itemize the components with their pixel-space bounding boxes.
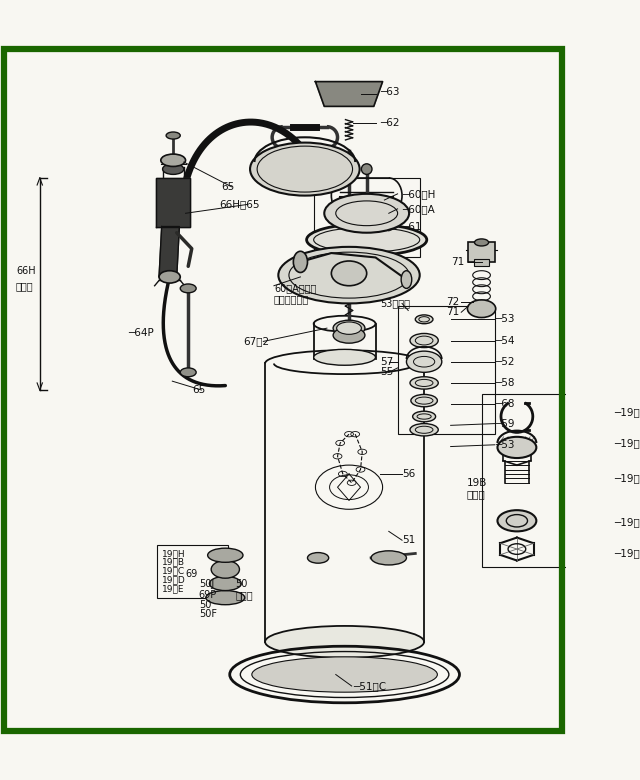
Ellipse shape: [166, 132, 180, 139]
Ellipse shape: [211, 561, 239, 578]
Text: セット: セット: [467, 489, 485, 499]
Text: ─19－C: ─19－C: [614, 407, 640, 417]
Text: 69: 69: [186, 569, 198, 579]
Text: 69P: 69P: [199, 590, 217, 600]
Text: ─19－E: ─19－E: [614, 518, 640, 527]
Text: ─63: ─63: [380, 87, 399, 98]
Text: 71: 71: [446, 307, 460, 317]
Ellipse shape: [180, 368, 196, 377]
Ellipse shape: [413, 411, 436, 422]
Text: 67　2: 67 2: [243, 336, 269, 346]
Text: ─54: ─54: [495, 335, 515, 346]
Bar: [314, 178, 420, 257]
Text: ─19－D: ─19－D: [614, 548, 640, 558]
Text: セット: セット: [16, 281, 33, 291]
Ellipse shape: [497, 437, 536, 458]
Ellipse shape: [293, 251, 307, 272]
Ellipse shape: [371, 551, 406, 565]
Text: ─59: ─59: [495, 419, 515, 428]
Text: ─19－B: ─19－B: [614, 438, 640, 448]
Polygon shape: [316, 82, 383, 106]
Polygon shape: [159, 226, 179, 277]
Text: ─68: ─68: [495, 399, 515, 410]
Ellipse shape: [324, 194, 409, 232]
Ellipse shape: [209, 576, 241, 590]
Ellipse shape: [410, 377, 438, 389]
Ellipse shape: [333, 328, 365, 343]
Text: 50F: 50F: [199, 609, 217, 619]
Ellipse shape: [159, 271, 180, 283]
Text: 56: 56: [402, 469, 415, 479]
Text: 50: 50: [235, 580, 248, 590]
Ellipse shape: [180, 284, 196, 292]
Text: 19－B: 19－B: [162, 558, 185, 567]
Bar: [157, 544, 228, 597]
Text: ─53: ─53: [495, 440, 515, 450]
Text: 65: 65: [221, 182, 234, 192]
Ellipse shape: [333, 321, 365, 336]
Polygon shape: [156, 178, 190, 226]
Text: 66H，65: 66H，65: [219, 200, 260, 210]
Text: ─60－H: ─60－H: [402, 189, 435, 199]
Ellipse shape: [406, 351, 442, 372]
Text: 65: 65: [193, 385, 206, 395]
Text: ─53: ─53: [495, 314, 515, 324]
Text: 60－Aセット: 60－Aセット: [274, 283, 316, 293]
Text: エアー金具付: エアー金具付: [274, 294, 309, 304]
Text: 19－D: 19－D: [162, 576, 186, 584]
Ellipse shape: [206, 590, 244, 604]
Ellipse shape: [250, 143, 360, 196]
Text: 19－C: 19－C: [162, 566, 185, 576]
Ellipse shape: [410, 333, 438, 348]
Text: ─64P: ─64P: [128, 328, 154, 338]
Ellipse shape: [163, 164, 184, 175]
Ellipse shape: [411, 395, 437, 407]
Bar: [474, 259, 488, 266]
Text: 19B: 19B: [467, 478, 487, 488]
Text: ─19－H: ─19－H: [614, 473, 640, 484]
Ellipse shape: [467, 300, 496, 317]
Ellipse shape: [252, 657, 437, 692]
Ellipse shape: [307, 224, 427, 256]
Text: 66H: 66H: [16, 266, 36, 275]
Text: 19－E: 19－E: [162, 584, 184, 594]
Text: 55: 55: [380, 367, 393, 378]
Text: 50: 50: [199, 600, 211, 610]
Text: ─61: ─61: [402, 222, 422, 232]
Bar: [481, 395, 610, 567]
Ellipse shape: [474, 239, 488, 246]
Ellipse shape: [337, 322, 362, 335]
Text: セット: セット: [235, 590, 253, 600]
Text: ─58: ─58: [495, 378, 515, 388]
Text: 50J: 50J: [199, 580, 214, 590]
Ellipse shape: [401, 271, 412, 289]
Bar: [468, 243, 495, 262]
Ellipse shape: [415, 315, 433, 324]
Ellipse shape: [362, 164, 372, 175]
Ellipse shape: [161, 154, 186, 166]
Ellipse shape: [410, 424, 438, 436]
Text: ─52: ─52: [495, 356, 515, 367]
Ellipse shape: [332, 261, 367, 285]
Text: ─60－A: ─60－A: [402, 204, 435, 214]
Text: 72: 72: [446, 296, 460, 307]
Ellipse shape: [307, 552, 329, 563]
Ellipse shape: [207, 548, 243, 562]
Ellipse shape: [497, 510, 536, 531]
Text: 53セット: 53セット: [380, 299, 410, 308]
Ellipse shape: [314, 349, 376, 365]
Text: 51: 51: [402, 535, 415, 545]
Text: 71: 71: [451, 257, 464, 267]
Text: ─51－C: ─51－C: [353, 681, 387, 691]
Bar: [397, 306, 495, 434]
Ellipse shape: [265, 626, 424, 658]
Text: 57: 57: [380, 356, 393, 367]
Text: ─62: ─62: [380, 118, 399, 128]
Ellipse shape: [278, 246, 420, 303]
Text: 19－H: 19－H: [162, 549, 186, 558]
